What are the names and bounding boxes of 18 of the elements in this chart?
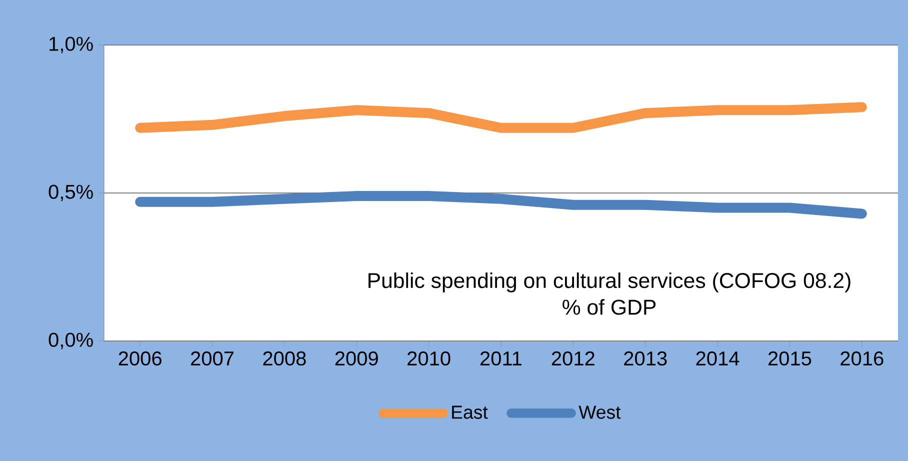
- x-tick-label: 2011: [480, 351, 522, 366]
- x-tick-label: 2013: [624, 351, 667, 366]
- x-tick-label: 2008: [263, 351, 306, 366]
- x-tick-label: 2016: [840, 351, 884, 366]
- x-tick-label: 2014: [696, 351, 740, 366]
- text: Public spending on cultural services (COFOG 08.2): [368, 272, 850, 292]
- text: % of GDP: [562, 299, 656, 315]
- y-tick-label: 0,5%: [48, 184, 93, 202]
- x-tick-label: 2012: [552, 351, 594, 366]
- y-tick-label: 1,0%: [50, 36, 93, 54]
- legend-label: West: [578, 406, 621, 419]
- x-tick-label: 2009: [335, 351, 378, 366]
- y-tick-label: 0,0%: [48, 332, 93, 350]
- x-tick-label: 2015: [768, 351, 812, 366]
- x-tick-label: 2010: [408, 351, 450, 366]
- x-tick-label: 2007: [191, 351, 234, 366]
- legend-label: East: [452, 406, 488, 419]
- x-tick-label: 2006: [118, 351, 162, 366]
